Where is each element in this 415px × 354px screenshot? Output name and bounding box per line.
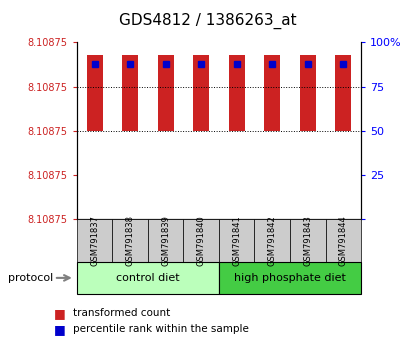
Bar (158, 55, 173, 131)
Text: GDS4812 / 1386263_at: GDS4812 / 1386263_at (119, 12, 296, 29)
Text: ■: ■ (54, 307, 66, 320)
Text: protocol: protocol (8, 273, 54, 283)
Text: GSM791842: GSM791842 (268, 215, 277, 266)
Text: GSM791840: GSM791840 (197, 215, 206, 266)
Text: GSM791841: GSM791841 (232, 215, 241, 266)
Bar (335, 55, 351, 131)
Text: control diet: control diet (116, 273, 180, 283)
Bar (300, 55, 316, 131)
Text: ■: ■ (54, 323, 66, 336)
Bar (122, 55, 138, 131)
Text: GSM791838: GSM791838 (126, 215, 134, 266)
Text: GSM791844: GSM791844 (339, 215, 348, 266)
Text: GSM791843: GSM791843 (303, 215, 312, 266)
Text: GSM791837: GSM791837 (90, 215, 99, 266)
Text: high phosphate diet: high phosphate diet (234, 273, 346, 283)
Bar (229, 55, 245, 131)
Text: GSM791839: GSM791839 (161, 215, 170, 266)
Text: percentile rank within the sample: percentile rank within the sample (73, 324, 249, 334)
Bar (87, 55, 103, 131)
Bar (193, 55, 209, 131)
Bar (264, 55, 280, 131)
Text: transformed count: transformed count (73, 308, 170, 318)
